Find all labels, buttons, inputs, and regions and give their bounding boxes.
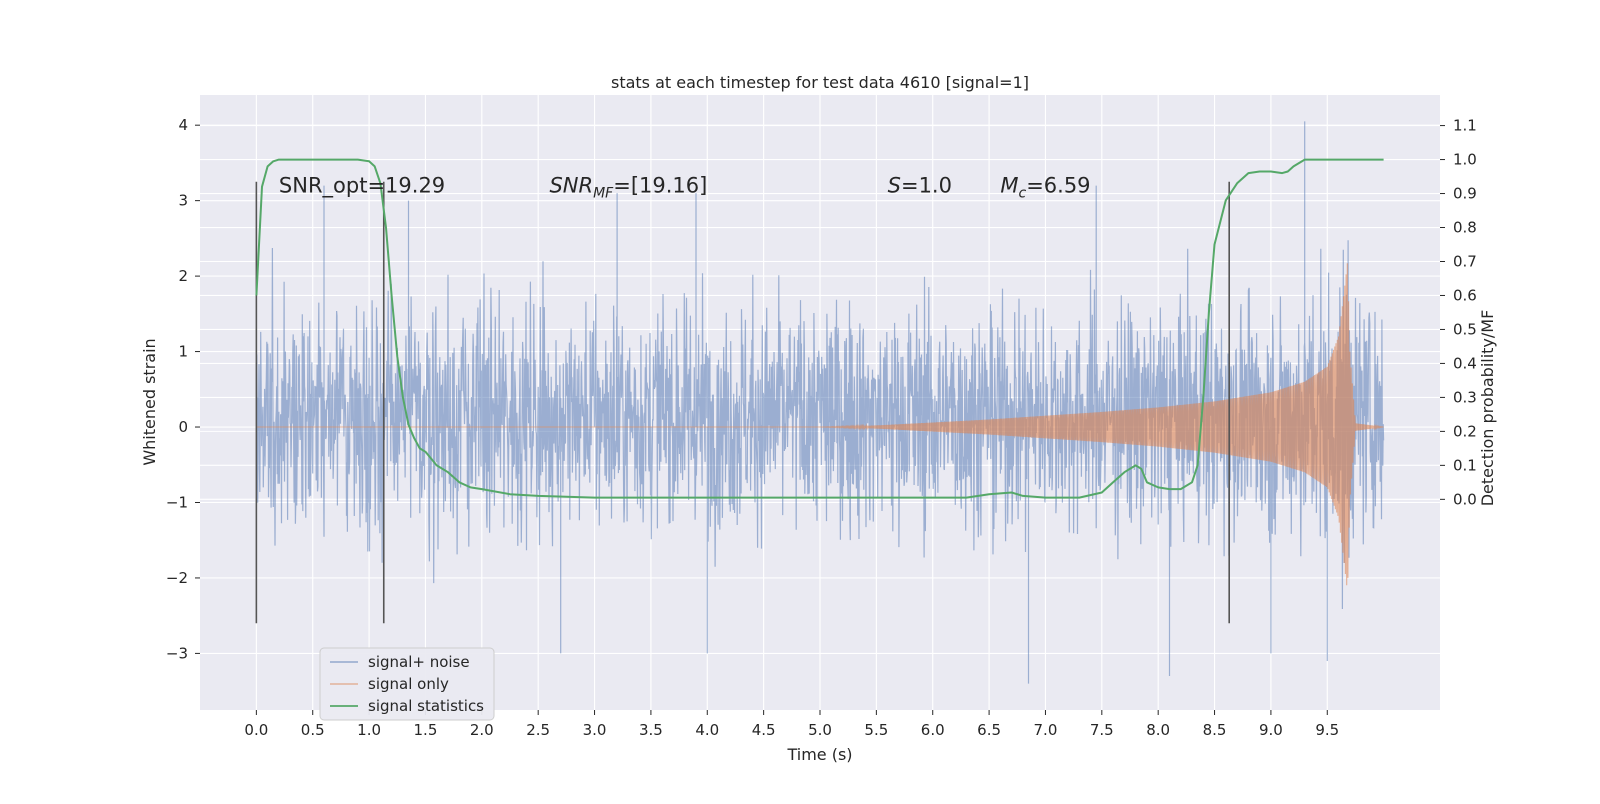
y-tick-label: −3 (166, 644, 188, 662)
annotation-3: Mc=6.59 (1000, 174, 1090, 202)
x-tick-label: 1.0 (357, 721, 381, 739)
y-axis-left: 4 3 2 1 0 −1 −2 −3 (166, 116, 200, 662)
x-axis-label: Time (s) (786, 745, 852, 764)
y-right-tick-label: 0.9 (1453, 185, 1477, 203)
x-tick-label: 6.5 (977, 721, 1001, 739)
y-right-tick-label: 0.7 (1453, 252, 1477, 270)
y-right-tick-label: 0.2 (1453, 422, 1477, 440)
legend-label-signal-statistics: signal statistics (368, 697, 484, 715)
chart-title: stats at each timestep for test data 461… (611, 73, 1029, 92)
y-right-tick-label: 0.4 (1453, 354, 1477, 372)
x-tick-label: 7.5 (1090, 721, 1114, 739)
x-tick-label: 3.0 (583, 721, 607, 739)
x-tick-label: 5.5 (864, 721, 888, 739)
legend-label-signal-only: signal only (368, 675, 449, 693)
signal-noise-trace (255, 121, 1385, 684)
x-tick-label: 4.5 (752, 721, 776, 739)
signal-only-trace (256, 263, 1384, 586)
annotation-symbol: M (1000, 174, 1018, 198)
x-tick-label: 4.0 (695, 721, 719, 739)
y-tick-label: 1 (178, 343, 188, 361)
y-tick-label: 4 (178, 116, 188, 134)
annotation-2: S=1.0 (888, 174, 952, 198)
x-tick-label: 6.0 (921, 721, 945, 739)
y-axis-label-right: Detection probability/MF (1478, 310, 1497, 507)
y-axis-label: Whitened strain (140, 338, 159, 465)
y-tick-label: −2 (166, 569, 188, 587)
y-tick-label: 2 (178, 267, 188, 285)
x-tick-label: 9.5 (1315, 721, 1339, 739)
annotation-subscript: c (1018, 186, 1026, 202)
y-right-tick-label: 0.5 (1453, 320, 1477, 338)
annotation-1: SNRMF=[19.16] (549, 174, 707, 202)
x-tick-label: 2.0 (470, 721, 494, 739)
x-tick-label: 0.5 (301, 721, 325, 739)
annotation-0: SNR_opt=19.29 (279, 174, 445, 199)
annotation-symbol: S (888, 174, 901, 198)
x-tick-label: 5.0 (808, 721, 832, 739)
x-tick-label: 8.5 (1203, 721, 1227, 739)
x-tick-label: 9.0 (1259, 721, 1283, 739)
y-right-tick-label: 0.6 (1453, 286, 1477, 304)
x-axis: 0.0 0.5 1.0 1.5 2.0 2.5 3.0 3.5 4.0 4.5 5.0 5.5 6.0 6… (244, 710, 1339, 739)
x-tick-label: 0.0 (244, 721, 268, 739)
series-signal-statistics (255, 158, 1384, 499)
y-right-tick-label: 1.1 (1453, 117, 1477, 135)
annotation-value: =6.59 (1026, 174, 1090, 198)
y-right-tick-label: 1.0 (1453, 151, 1477, 169)
series-signal-noise (255, 121, 1385, 684)
x-tick-label: 8.0 (1146, 721, 1170, 739)
annotation-value: =1.0 (901, 174, 952, 198)
y-tick-label: 0 (178, 418, 188, 436)
series-signal-only (256, 263, 1384, 586)
legend-box (319, 647, 495, 721)
vertical-markers (255, 181, 1230, 624)
x-tick-label: 2.5 (526, 721, 550, 739)
x-tick-label: 3.5 (639, 721, 663, 739)
x-tick-label: 7.0 (1034, 721, 1058, 739)
annotations: SNR_opt=19.29 SNRMF=[19.16] S=1.0 Mc=6.59 (279, 174, 1091, 202)
x-tick-label: 1.5 (414, 721, 438, 739)
legend: signal+ noise signal only signal statist… (319, 647, 495, 721)
annotation-symbol: SNR (549, 174, 593, 198)
y-tick-label: −1 (166, 493, 188, 511)
annotation-subscript: MF (593, 186, 614, 202)
y-right-tick-label: 0.8 (1453, 219, 1477, 237)
annotation-value: =[19.16] (613, 174, 707, 198)
y-axis-right: 1.1 1.0 0.9 0.8 0.7 0.6 0.5 0.4 0.3 0.2 0.1 0.0 (1440, 117, 1477, 508)
y-right-tick-label: 0.0 (1453, 490, 1477, 508)
y-right-tick-label: 0.1 (1453, 456, 1477, 474)
legend-label-signal-noise: signal+ noise (368, 653, 470, 671)
y-right-tick-label: 0.3 (1453, 388, 1477, 406)
signal-statistics-line (255, 158, 1384, 499)
y-tick-label: 3 (178, 192, 188, 210)
